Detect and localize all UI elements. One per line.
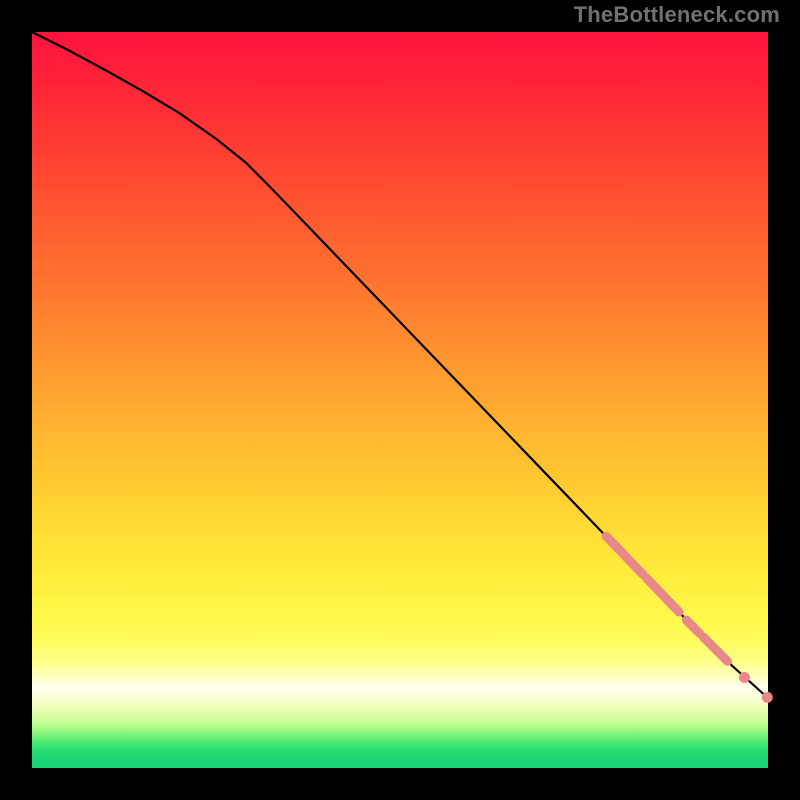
plot-background (32, 32, 768, 768)
chart-stage: TheBottleneck.com (0, 0, 800, 800)
gradient-plot (0, 0, 800, 800)
